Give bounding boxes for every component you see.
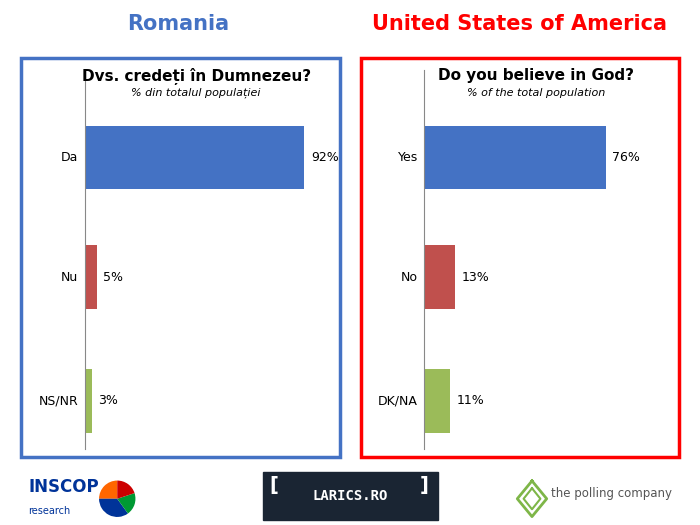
FancyBboxPatch shape bbox=[85, 125, 304, 190]
Text: Da: Da bbox=[61, 151, 78, 164]
Text: Do you believe in God?: Do you believe in God? bbox=[438, 68, 634, 83]
Text: ]: ] bbox=[419, 476, 428, 495]
Text: INSCOP: INSCOP bbox=[28, 478, 99, 497]
Text: NS/NR: NS/NR bbox=[38, 394, 78, 407]
Text: 92%: 92% bbox=[311, 151, 339, 164]
Text: United States of America: United States of America bbox=[372, 14, 667, 34]
FancyBboxPatch shape bbox=[424, 125, 606, 190]
Text: Yes: Yes bbox=[398, 151, 418, 164]
Text: Nu: Nu bbox=[61, 271, 78, 284]
FancyBboxPatch shape bbox=[85, 245, 97, 309]
Wedge shape bbox=[99, 480, 118, 499]
Text: LARICS.RO: LARICS.RO bbox=[312, 489, 388, 503]
Text: 13%: 13% bbox=[461, 271, 489, 284]
Text: 3%: 3% bbox=[98, 394, 118, 407]
Wedge shape bbox=[118, 493, 135, 513]
Text: 76%: 76% bbox=[612, 151, 640, 164]
Text: DK/NA: DK/NA bbox=[378, 394, 418, 407]
Text: % din totalul populației: % din totalul populației bbox=[132, 88, 261, 98]
Text: [: [ bbox=[270, 476, 279, 495]
Text: % of the total population: % of the total population bbox=[466, 88, 605, 98]
FancyBboxPatch shape bbox=[262, 472, 438, 520]
Text: 5%: 5% bbox=[103, 271, 123, 284]
Text: the polling company: the polling company bbox=[551, 487, 672, 500]
Wedge shape bbox=[117, 480, 134, 499]
Wedge shape bbox=[99, 499, 128, 517]
Text: Romania: Romania bbox=[127, 14, 230, 34]
FancyBboxPatch shape bbox=[424, 369, 451, 433]
Text: Dvs. credeți în Dumnezeu?: Dvs. credeți în Dumnezeu? bbox=[82, 68, 311, 85]
FancyBboxPatch shape bbox=[85, 369, 92, 433]
Text: No: No bbox=[401, 271, 418, 284]
Text: research: research bbox=[28, 506, 70, 516]
FancyBboxPatch shape bbox=[424, 245, 455, 309]
Text: 11%: 11% bbox=[457, 394, 484, 407]
